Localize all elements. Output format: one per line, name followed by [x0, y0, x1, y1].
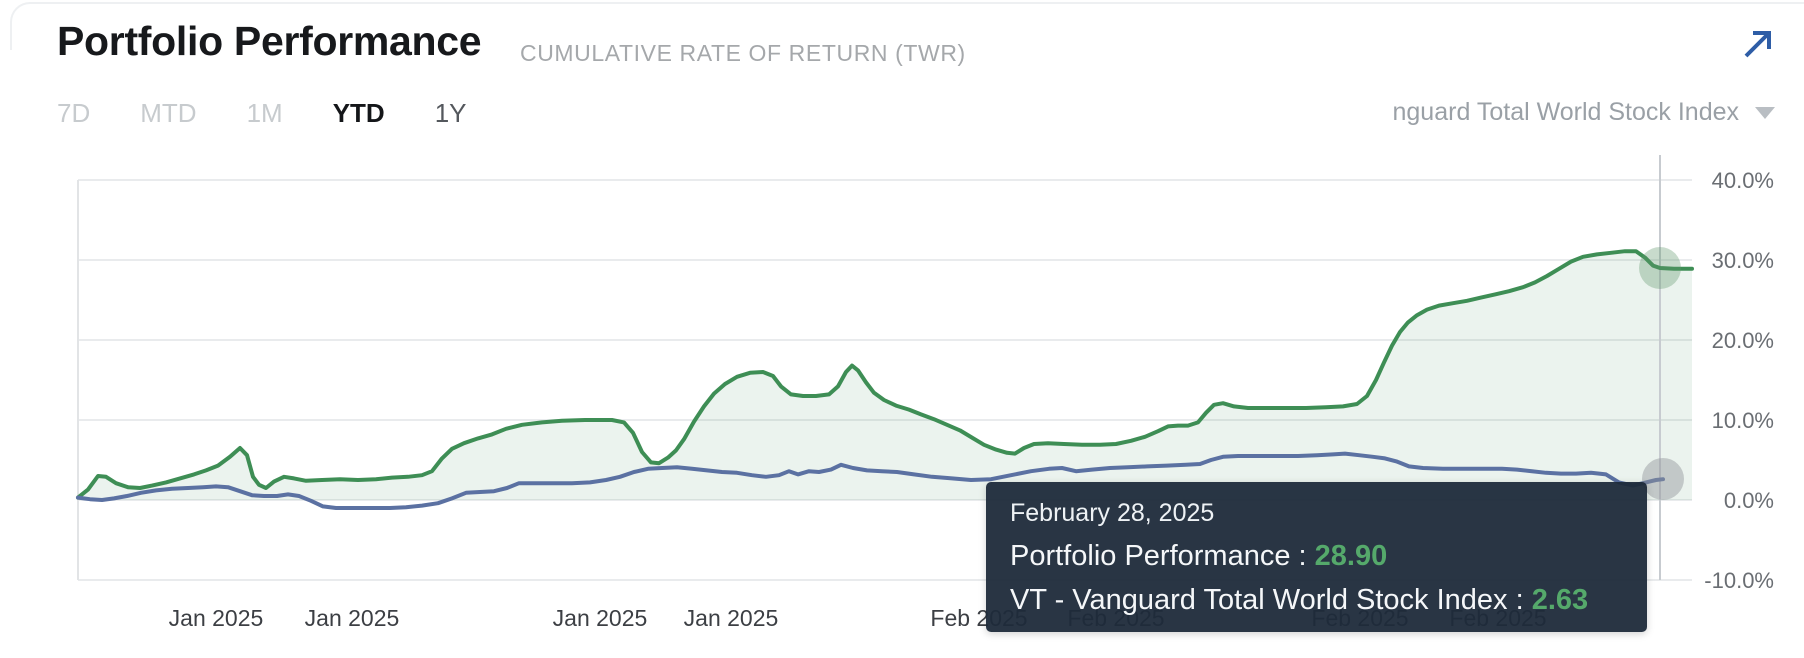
tooltip-date: February 28, 2025	[1010, 499, 1215, 527]
tab-1y[interactable]: 1Y	[434, 98, 467, 128]
tab-mtd[interactable]: MTD	[140, 98, 197, 128]
y-axis-tick-label: 0.0%	[1724, 488, 1774, 513]
y-axis-tick-label: 10.0%	[1712, 408, 1774, 433]
tab-ytd[interactable]: YTD	[332, 98, 385, 128]
benchmark-dropdown-value: nguard Total World Stock Index	[1392, 98, 1740, 126]
x-axis-tick-label: Jan 2025	[169, 605, 264, 631]
portfolio-marker	[1639, 247, 1681, 289]
benchmark-series-line	[76, 451, 1665, 510]
range-tabs: 7D MTD 1M YTD 1Y	[57, 98, 467, 129]
y-axis-tick-label: 20.0%	[1712, 328, 1774, 353]
benchmark-dropdown[interactable]: nguard Total World Stock Index	[1392, 98, 1775, 127]
page-title: Portfolio Performance	[57, 18, 482, 64]
x-axis-tick-label: Jan 2025	[553, 605, 648, 631]
y-axis-tick-label: 40.0%	[1712, 168, 1774, 193]
tooltip-benchmark-value: 2.63	[1531, 584, 1589, 616]
expand-chart-button[interactable]	[1736, 22, 1780, 66]
tab-7d[interactable]: 7D	[57, 98, 91, 128]
benchmark-marker	[1642, 457, 1684, 500]
chart-tooltip: February 28, 2025 Portfolio Performance …	[986, 482, 1647, 632]
tooltip-portfolio-value: 28.90	[1314, 539, 1388, 572]
external-link-arrow-icon	[1736, 31, 1780, 69]
x-axis-tick-label: Jan 2025	[305, 605, 400, 631]
portfolio-series-line	[76, 249, 1694, 500]
portfolio-area-fill	[78, 251, 1692, 500]
tooltip-row-portfolio: Portfolio Performance : 28.90	[1010, 539, 1388, 572]
tooltip-row-benchmark: VT - Vanguard Total World Stock Index : …	[1010, 584, 1589, 616]
y-axis-tick-label: 30.0%	[1712, 248, 1774, 273]
chevron-down-icon	[1755, 106, 1775, 119]
x-axis-tick-label: Jan 2025	[684, 605, 779, 631]
page-subtitle: CUMULATIVE RATE OF RETURN (TWR)	[520, 40, 966, 66]
y-axis-tick-label: -10.0%	[1704, 568, 1774, 593]
tab-1m[interactable]: 1M	[246, 98, 283, 128]
